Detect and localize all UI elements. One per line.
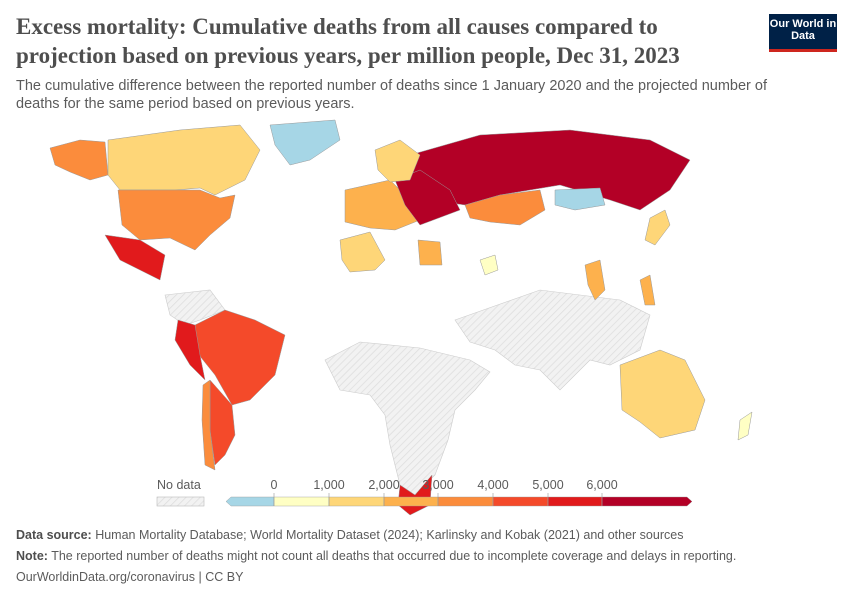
legend-tick-label: 6,000: [586, 478, 617, 492]
country-united-states[interactable]: [117, 189, 236, 251]
country-greenland[interactable]: [269, 119, 341, 166]
legend-tick-label: 2,000: [368, 478, 399, 492]
note: Note: The reported number of deaths migh…: [16, 549, 737, 563]
country-new-zealand[interactable]: [737, 411, 753, 441]
legend-bin: [437, 496, 494, 507]
asia-nodata: [454, 289, 651, 391]
country-japan[interactable]: [644, 209, 671, 246]
owid-logo[interactable]: Our World in Data: [769, 14, 837, 52]
legend-bin: [383, 496, 439, 507]
legend-bin: [547, 496, 603, 507]
legend-bin: [225, 496, 275, 507]
legend-tick-label: 0: [271, 478, 278, 492]
legend-bin: [601, 496, 693, 507]
country-philippines[interactable]: [639, 274, 656, 306]
legend-bin: [273, 496, 330, 507]
credit-link[interactable]: OurWorldinData.org/coronavirus | CC BY: [16, 570, 244, 584]
legend-tick-label: 5,000: [532, 478, 563, 492]
country-oman[interactable]: [479, 254, 499, 276]
country-peru[interactable]: [174, 319, 206, 381]
country-kazakhstan[interactable]: [464, 189, 546, 226]
country-mongolia[interactable]: [554, 187, 606, 211]
legend-tick-label: 3,000: [422, 478, 453, 492]
chart-subtitle: The cumulative difference between the re…: [16, 78, 767, 112]
country-brazil[interactable]: [194, 309, 286, 406]
africa-nodata: [324, 341, 491, 496]
country-mexico[interactable]: [104, 234, 166, 281]
country-algeria[interactable]: [339, 231, 386, 273]
country-egypt[interactable]: [417, 239, 443, 266]
country-eastern-europe[interactable]: [394, 169, 461, 226]
data-source: Data source: Human Mortality Database; W…: [16, 528, 684, 542]
legend-bin: [492, 496, 549, 507]
legend-nodata-swatch: [156, 496, 205, 507]
country-scandinavia[interactable]: [374, 139, 421, 183]
legend-tick-label: 1,000: [313, 478, 344, 492]
country-thailand[interactable]: [584, 259, 606, 301]
chart-title: Excess mortality: Cumulative deaths from…: [16, 14, 680, 68]
country-alaska[interactable]: [49, 139, 109, 181]
country-canada[interactable]: [107, 124, 261, 196]
legend-nodata-label: No data: [157, 478, 201, 492]
south-america-nodata: [164, 289, 226, 326]
country-australia[interactable]: [619, 349, 706, 439]
legend-tick-label: 4,000: [477, 478, 508, 492]
legend-bin: [328, 496, 385, 507]
world-map: No data 0 1,000 2,000 3,000 4,000 5,000 6,000: [49, 119, 753, 516]
country-chile[interactable]: [201, 379, 216, 471]
